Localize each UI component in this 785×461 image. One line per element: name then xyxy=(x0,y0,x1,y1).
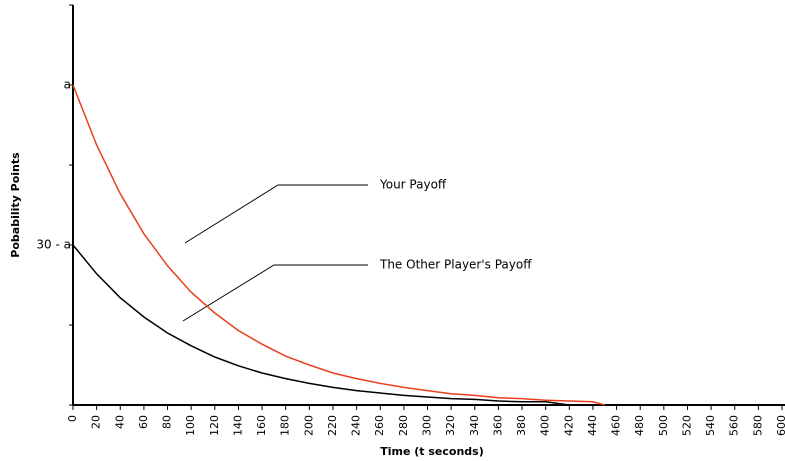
x-axis-label: Time (t seconds) xyxy=(380,445,484,458)
x-tick-label: 460 xyxy=(610,415,623,436)
x-tick-label: 180 xyxy=(279,415,292,436)
x-tick-label: 320 xyxy=(444,415,457,436)
x-tick-label: 480 xyxy=(633,415,646,436)
y-tick-label: 30 - a xyxy=(36,238,71,252)
x-tick-label: 100 xyxy=(184,415,197,436)
x-tick-label: 240 xyxy=(350,415,363,436)
x-tick-label: 440 xyxy=(586,415,599,436)
x-tick-label: 20 xyxy=(90,415,103,429)
x-tick-label: 200 xyxy=(302,415,315,436)
x-tick-label: 160 xyxy=(255,415,268,436)
x-tick-label: 400 xyxy=(539,415,552,436)
x-tick-label: 340 xyxy=(468,415,481,436)
x-tick-label: 120 xyxy=(208,415,221,436)
x-tick-label: 0 xyxy=(66,415,79,422)
leader-line xyxy=(182,264,368,322)
y-axis-label: Pobability Points xyxy=(9,152,22,258)
x-tick-label: 540 xyxy=(704,415,717,436)
x-tick-label: 360 xyxy=(491,415,504,436)
y-tick-label: a xyxy=(64,78,71,92)
x-tick-label: 600 xyxy=(775,415,785,436)
series-line xyxy=(72,84,605,406)
x-tick-label: 260 xyxy=(373,415,386,436)
x-tick-label: 220 xyxy=(326,415,339,436)
series-label: The Other Player's Payoff xyxy=(379,258,532,272)
x-tick-label: 560 xyxy=(728,415,741,436)
x-tick-label: 280 xyxy=(397,415,410,436)
series-line xyxy=(72,244,570,406)
x-tick-label: 80 xyxy=(161,415,174,429)
x-tick-label: 300 xyxy=(421,415,434,436)
x-tick-label: 60 xyxy=(137,415,150,429)
x-tick-label: 500 xyxy=(657,415,670,436)
x-tick-label: 380 xyxy=(515,415,528,436)
series-label: Your Payoff xyxy=(379,178,447,192)
x-tick-label: 580 xyxy=(751,415,764,436)
leader-line xyxy=(184,184,368,244)
x-tick-label: 140 xyxy=(231,415,244,436)
x-tick-label: 520 xyxy=(680,415,693,436)
x-tick-label: 420 xyxy=(562,415,575,436)
x-tick-label: 40 xyxy=(113,415,126,429)
